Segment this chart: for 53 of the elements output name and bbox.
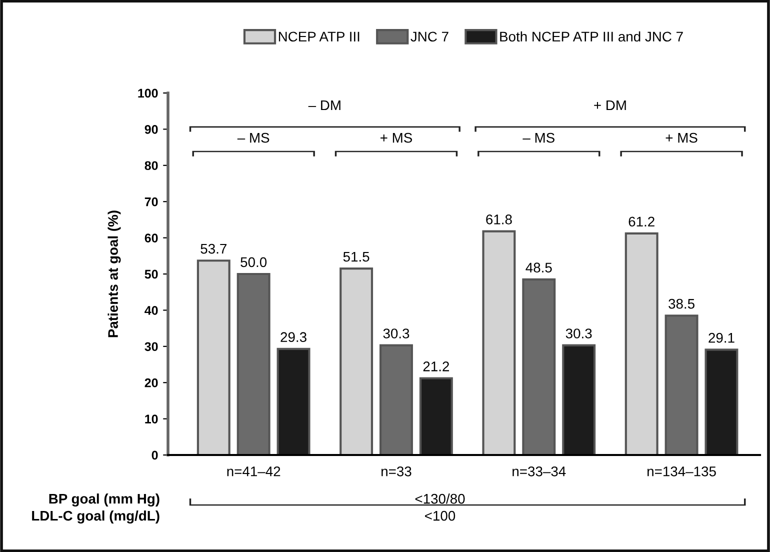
legend-label: NCEP ATP III — [278, 32, 360, 42]
text: 38.5 — [668, 298, 694, 309]
text: 21.2 — [423, 362, 450, 372]
bar — [276, 348, 310, 455]
y-tick-label: 40 — [144, 306, 158, 315]
y-tick-label: 30 — [144, 342, 158, 352]
y-axis-title: Patients at goal (%) — [108, 210, 121, 338]
bar — [522, 278, 556, 455]
bar — [196, 260, 230, 455]
legend-label: Both NCEP ATP III and JNC 7 — [500, 31, 683, 42]
y-tick-label: 80 — [144, 161, 158, 170]
bar — [624, 232, 658, 455]
bar — [380, 344, 413, 455]
text: 50.0 — [240, 257, 267, 268]
text: <100 — [425, 510, 456, 521]
bar — [340, 268, 374, 455]
text: 61.2 — [628, 216, 654, 227]
text: LDL-C goal (mg/dL) — [32, 510, 160, 524]
legend-label: JNC 7 — [410, 32, 448, 42]
annotation: – MS — [522, 132, 554, 143]
y-tick-label: 100 — [138, 88, 158, 98]
y-tick-label: 70 — [144, 197, 158, 206]
y-tick-label: 90 — [144, 125, 158, 134]
bar — [664, 314, 698, 455]
bar — [419, 377, 453, 455]
text: 30.3 — [383, 328, 410, 338]
annotation: + MS — [666, 132, 698, 143]
x-tick-label: n=134–135 — [648, 466, 716, 476]
text: 48.5 — [526, 262, 552, 273]
y-tick-label: 60 — [144, 234, 158, 242]
text: 51.5 — [343, 252, 370, 262]
annotation: – MS — [237, 132, 270, 143]
text: 53.7 — [200, 244, 226, 254]
y-tick-label: 20 — [144, 378, 158, 388]
text: 29.1 — [708, 332, 734, 343]
y-tick-label: 0 — [152, 450, 158, 460]
x-tick-label: n=33–34 — [512, 466, 566, 476]
y-tick-label: 10 — [145, 414, 158, 424]
text: 30.3 — [566, 328, 592, 338]
x-tick-label: n=33 — [382, 466, 412, 476]
bar — [562, 344, 596, 455]
y-tick-label: 50 — [144, 270, 158, 279]
annotation: + DM — [594, 100, 626, 110]
bar — [704, 348, 738, 455]
text: BP goal (mm Hg) — [49, 493, 160, 507]
bar — [482, 230, 516, 455]
annotation: + MS — [380, 132, 412, 143]
annotation: – DM — [308, 100, 340, 110]
x-tick-label: n=41–42 — [227, 466, 280, 476]
text: 61.8 — [486, 214, 512, 224]
bar — [236, 272, 270, 455]
text: 29.3 — [280, 332, 306, 342]
text: <130/80 — [415, 494, 465, 504]
